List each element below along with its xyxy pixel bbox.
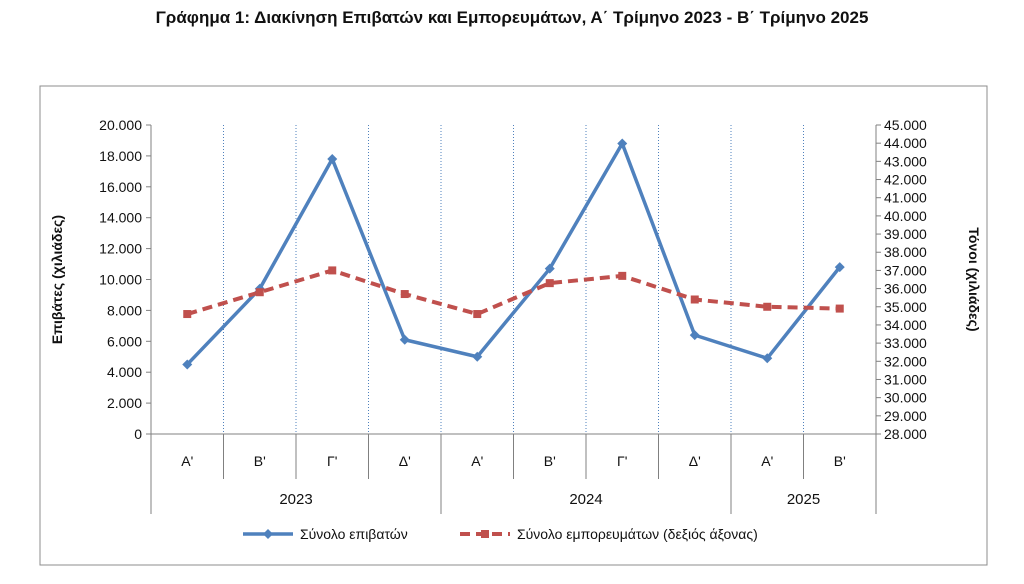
series-2-point [400,290,409,299]
legend-marker-1 [263,529,273,539]
right-tick-label: 43.000 [884,153,927,169]
left-tick-label: 8.000 [107,302,142,318]
right-tick-label: 32.000 [884,353,927,369]
series-line-2 [186,268,840,317]
series-2-point [763,302,772,311]
series-1-point [399,334,410,345]
category-label: Β' [834,453,846,469]
series-1-point [182,359,193,370]
left-tick-label: 2.000 [107,395,142,411]
year-label: 2023 [279,491,312,508]
right-tick-label: 39.000 [884,226,927,242]
series-1-point [544,263,555,274]
left-tick-label: 10.000 [99,272,142,288]
category-label: Α' [181,453,193,469]
year-label: 2024 [569,491,602,508]
right-tick-label: 45.000 [884,117,927,133]
category-label: Α' [761,453,773,469]
category-label: Γ' [617,453,627,469]
year-label: 2025 [787,491,820,508]
series-1-point [327,153,338,164]
left-tick-label: 18.000 [99,148,142,164]
legend-marker-2 [481,530,489,538]
series-2-point [545,279,554,288]
right-tick-label: 37.000 [884,262,927,278]
category-label: Δ' [399,453,411,469]
series-1-point [834,262,845,273]
category-label: Δ' [689,453,701,469]
right-tick-label: 29.000 [884,408,927,424]
right-tick-label: 34.000 [884,317,927,333]
right-tick-label: 31.000 [884,371,927,387]
series-2-point [835,304,844,313]
left-axis-title: Επιβάτες (χιλιάδες) [49,215,65,344]
right-tick-label: 42.000 [884,172,927,188]
series-2-point [255,288,264,297]
left-tick-label: 4.000 [107,364,142,380]
right-tick-label: 36.000 [884,281,927,297]
right-tick-label: 30.000 [884,390,927,406]
right-tick-label: 38.000 [884,244,927,260]
series-2-point [473,310,482,319]
category-label: Γ' [327,453,337,469]
series-2-point [183,310,192,319]
left-tick-label: 12.000 [99,241,142,257]
series-2-point [690,295,699,304]
legend-label-2: Σύνολο εμπορευμάτων (δεξιός άξονας) [517,526,758,542]
right-tick-label: 40.000 [884,208,927,224]
right-tick-label: 41.000 [884,190,927,206]
left-tick-label: 6.000 [107,333,142,349]
right-axis-title: Τόνοι (χιλιάδες) [966,227,982,331]
left-tick-label: 14.000 [99,210,142,226]
left-tick-label: 20.000 [99,117,142,133]
series-1-point [472,351,483,362]
chart-frame [39,85,988,566]
series-1-point [689,330,700,341]
left-tick-label: 0 [134,426,142,442]
category-label: Β' [544,453,556,469]
left-tick-label: 16.000 [99,179,142,195]
series-line-1 [185,141,842,366]
right-tick-label: 28.000 [884,426,927,442]
category-label: Β' [254,453,266,469]
chart-title: Γράφημα 1: Διακίνηση Επιβατών και Εμπορε… [155,8,869,27]
right-tick-label: 35.000 [884,299,927,315]
series-1-point [762,353,773,364]
series-2-point [328,266,337,275]
right-tick-label: 44.000 [884,135,927,151]
right-tick-label: 33.000 [884,335,927,351]
legend-label-1: Σύνολο επιβατών [300,526,408,542]
series-2-point [618,271,627,280]
series-1-point [617,138,628,149]
category-label: Α' [471,453,483,469]
